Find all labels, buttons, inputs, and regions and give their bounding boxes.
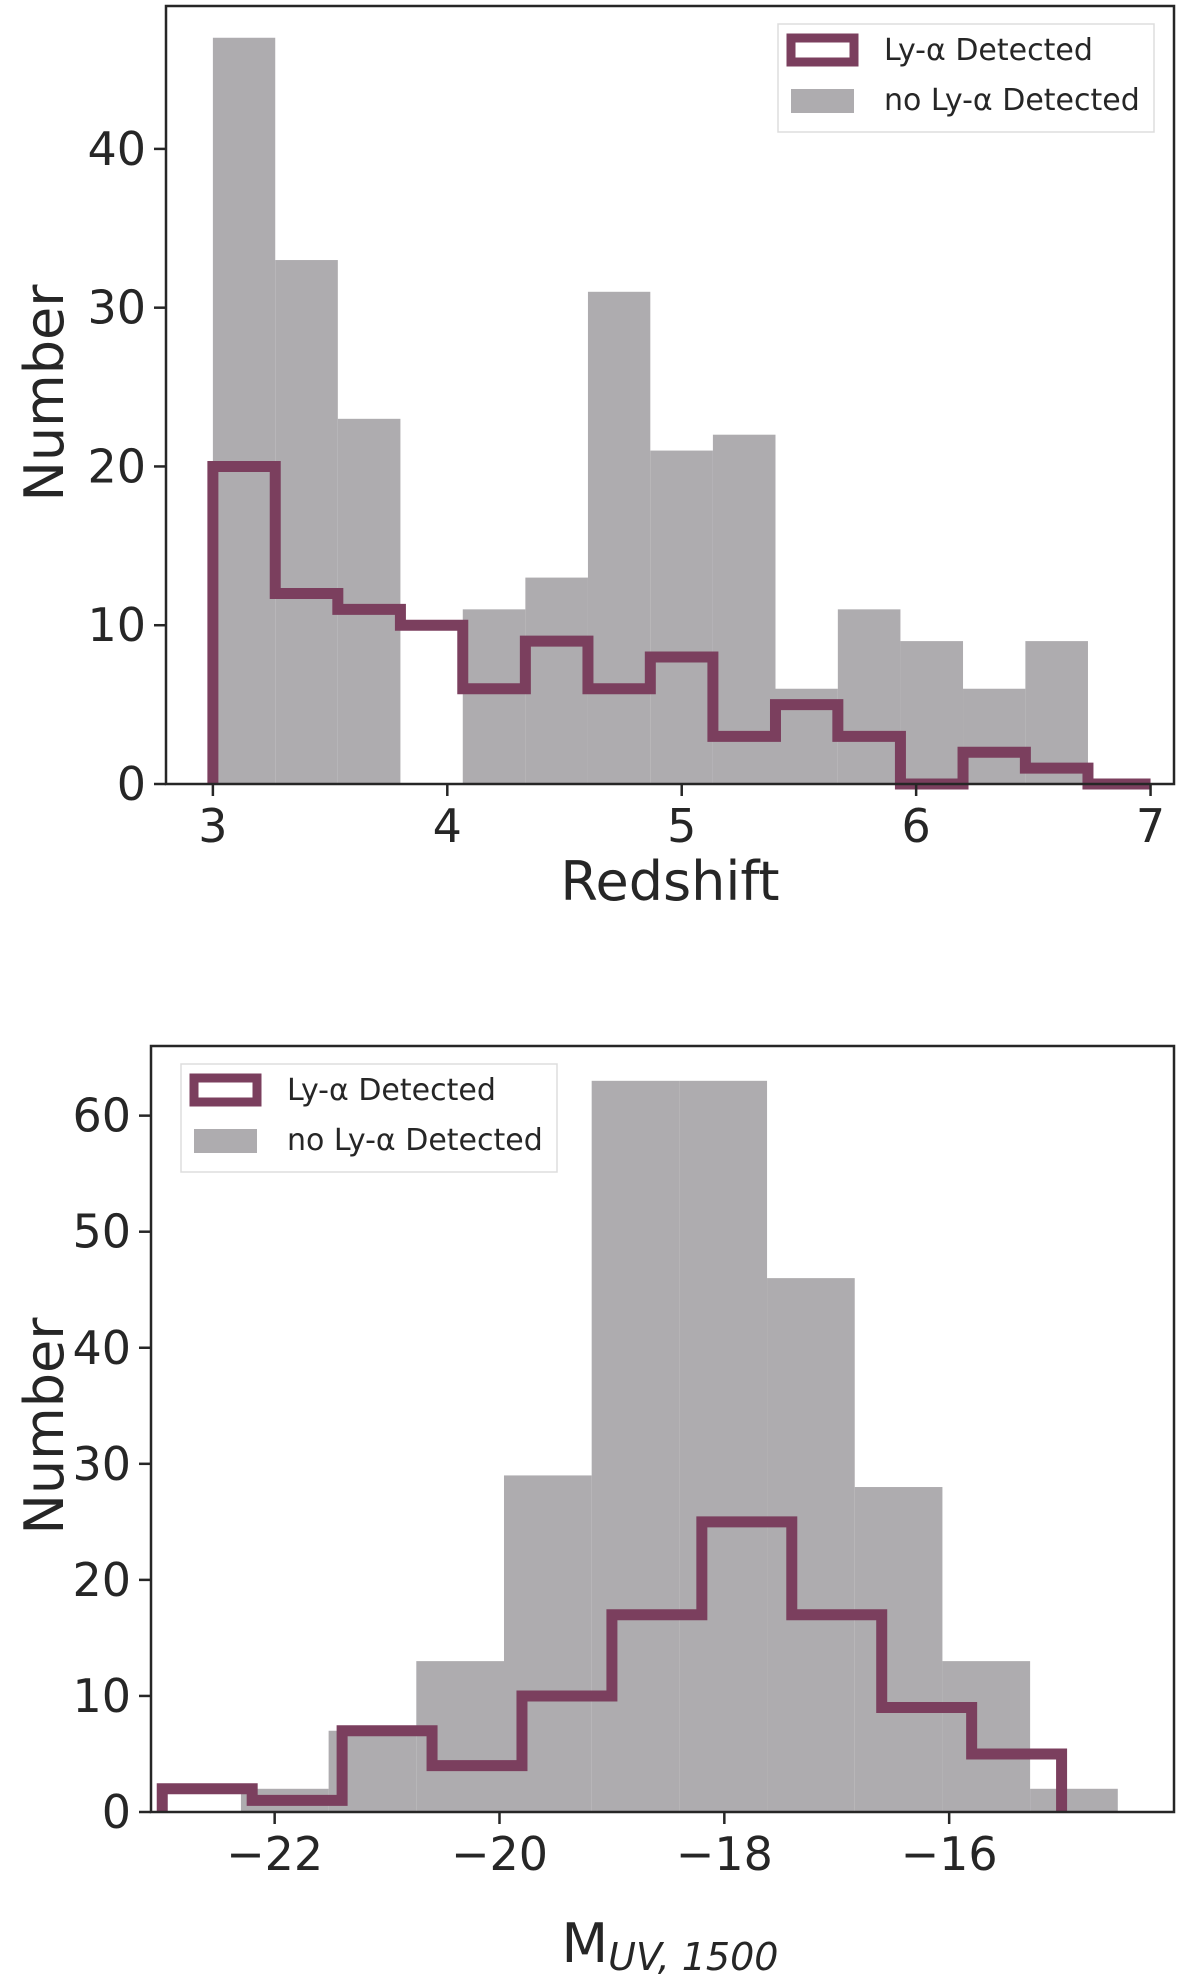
no-lya-bar — [712, 434, 776, 784]
x-axis-label: Redshift — [560, 850, 779, 913]
no-lya-bar — [854, 1487, 943, 1812]
no-lya-bar — [1025, 641, 1088, 784]
x-axis-label: MUV, 1500 — [562, 1912, 779, 1974]
no-lya-bar — [591, 1080, 680, 1812]
x-tick-label: −20 — [451, 1827, 548, 1881]
no-lya-bar — [275, 260, 338, 785]
legend-swatch-not-detected — [194, 1129, 257, 1153]
x-tick-label: 6 — [901, 799, 930, 853]
y-tick-label: 60 — [72, 1089, 131, 1143]
no-lya-bars — [212, 37, 1088, 785]
no-lya-bar — [1030, 1788, 1118, 1812]
no-lya-bar — [900, 641, 964, 784]
x-tick-label: 7 — [1136, 799, 1165, 853]
no-lya-bar — [525, 577, 588, 784]
y-tick-label: 20 — [87, 439, 146, 493]
no-lya-bar — [679, 1080, 768, 1812]
x-tick-label: −16 — [901, 1827, 998, 1881]
legend: Ly-α Detected no Ly-α Detected — [777, 23, 1155, 133]
y-tick-label: 10 — [87, 598, 146, 652]
legend-swatch-not-detected — [791, 89, 854, 113]
no-lya-bar — [963, 688, 1026, 784]
y-tick-label: 0 — [117, 757, 146, 811]
muv-histogram-panel: −22 −20 −18 −16 0 10 20 30 40 50 60 MUV, 1500 Num… — [13, 1044, 1176, 1974]
legend-label-not-detected: no Ly-α Detected — [884, 83, 1140, 118]
legend-label-detected: Ly-α Detected — [287, 1073, 496, 1108]
no-lya-bar — [942, 1661, 1031, 1812]
redshift-histogram-panel: 3 4 5 6 7 0 10 20 30 40 Redshift Number Ly-α Det… — [13, 4, 1176, 913]
no-lya-bar — [650, 450, 713, 784]
legend: Ly-α Detected no Ly-α Detected — [180, 1063, 558, 1173]
no-lya-bars — [240, 1080, 1118, 1812]
x-axis-label-main: M — [562, 1912, 609, 1974]
lya-detected-step-outline — [207, 460, 1151, 790]
y-tick-label: 20 — [72, 1553, 131, 1607]
x-axis-ticks: 3 4 5 6 7 — [198, 784, 1165, 853]
x-axis-label-subscript: UV, 1500 — [608, 1935, 778, 1974]
y-tick-label: 10 — [72, 1669, 131, 1723]
no-lya-bar — [212, 37, 276, 784]
y-tick-label: 0 — [102, 1785, 131, 1839]
x-axis-ticks: −22 −20 −18 −16 — [226, 1812, 998, 1881]
legend-label-detected: Ly-α Detected — [884, 33, 1093, 68]
x-tick-label: 5 — [667, 799, 696, 853]
legend-swatch-detected — [189, 1073, 262, 1107]
no-lya-bar — [837, 609, 901, 784]
y-tick-label: 50 — [72, 1205, 131, 1259]
plot-frame — [149, 1044, 1176, 1814]
x-tick-label: −22 — [226, 1827, 323, 1881]
legend-label-not-detected: no Ly-α Detected — [287, 1123, 543, 1158]
no-lya-bar — [587, 291, 651, 784]
plot-frame — [164, 4, 1176, 786]
no-lya-bar — [462, 609, 526, 784]
x-tick-label: 3 — [198, 799, 227, 853]
y-axis-label: Number — [13, 1317, 76, 1535]
y-tick-label: 30 — [87, 281, 146, 335]
no-lya-bar — [337, 418, 401, 784]
y-axis-label: Number — [13, 284, 76, 502]
y-axis-ticks: 0 10 20 30 40 50 60 — [72, 1089, 151, 1839]
x-tick-label: 4 — [433, 799, 462, 853]
y-tick-label: 40 — [87, 122, 146, 176]
x-tick-label: −18 — [676, 1827, 773, 1881]
lya-detected-step-outline — [156, 1516, 1068, 1812]
y-tick-label: 40 — [72, 1321, 131, 1375]
legend-swatch-detected — [786, 33, 859, 67]
y-axis-ticks: 0 10 20 30 40 — [87, 122, 166, 811]
y-tick-label: 30 — [72, 1437, 131, 1491]
no-lya-bar — [767, 1278, 855, 1812]
